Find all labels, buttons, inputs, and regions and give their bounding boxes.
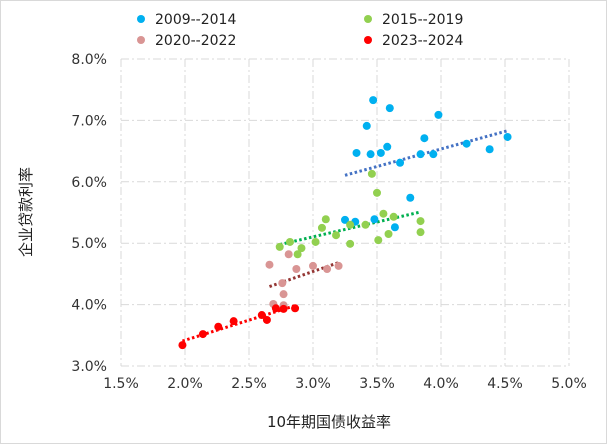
data-point [367,169,376,178]
data-point [390,223,399,232]
y-axis-label: 企业贷款利率 [17,167,35,257]
data-point [374,236,383,245]
data-point [275,242,284,251]
data-point [383,142,392,151]
data-point [370,215,379,224]
data-point [323,264,332,273]
data-point [178,341,187,350]
data-point [229,317,238,326]
data-point [396,158,405,167]
data-point [503,132,512,141]
legend-label: 2009--2014 [155,12,236,28]
y-tick-label: 8.0% [71,52,107,68]
x-tick-label: 2.0% [167,376,203,392]
x-tick-label: 1.5% [103,376,139,392]
legend-marker [137,36,145,44]
data-point [406,193,415,202]
data-point [346,239,355,248]
data-point [284,250,293,259]
data-point [346,220,355,229]
data-point [279,290,288,299]
data-point [309,261,317,270]
data-point [366,150,375,159]
legend-label: 2023--2024 [382,33,463,49]
data-point [341,215,349,224]
y-tick-label: 5.0% [71,236,107,252]
x-tick-label: 4.5% [487,376,523,392]
data-point [311,237,320,246]
data-point [462,139,471,148]
data-point [321,215,330,224]
data-point [291,304,300,313]
data-point [278,279,287,288]
data-point [271,304,280,313]
data-point [293,250,302,259]
x-tick-label: 5.0% [551,376,587,392]
y-tick-label: 6.0% [71,175,107,191]
data-point [297,244,306,253]
data-point [334,261,343,270]
data-point [262,315,271,324]
data-point [416,150,425,159]
y-tick-label: 7.0% [71,113,107,129]
data-point [362,121,371,130]
y-tick-label: 3.0% [71,359,107,375]
data-point [376,148,385,157]
data-point [373,188,381,197]
data-point [485,145,494,154]
data-point [198,330,207,339]
trendline [344,129,508,177]
data-point [434,110,443,119]
data-point [361,220,370,229]
x-tick-label: 3.0% [295,376,331,392]
data-point [379,209,388,218]
x-tick-label: 3.5% [359,376,395,392]
data-point [317,223,326,232]
data-point [389,212,398,221]
x-axis-label: 10年期国债收益率 [267,413,391,431]
legend-label: 2015--2019 [382,12,463,28]
data-point [384,229,393,238]
data-point [416,228,425,237]
x-tick-label: 4.0% [423,376,459,392]
data-point [332,231,341,240]
data-point [292,264,301,273]
data-point [420,134,429,143]
legend-label: 2020--2022 [155,33,236,49]
data-point [416,217,425,226]
data-point [369,96,378,105]
data-point [385,104,394,113]
x-tick-label: 2.5% [231,376,267,392]
data-point [265,260,274,269]
legend-marker [364,15,372,23]
data-point [214,322,223,331]
data-point [279,304,288,313]
data-point [285,237,294,246]
y-tick-label: 4.0% [71,298,107,314]
legend-marker [137,15,145,23]
data-point [429,150,438,159]
data-point [257,311,266,320]
legend-marker [364,36,372,44]
data-point [352,148,361,157]
